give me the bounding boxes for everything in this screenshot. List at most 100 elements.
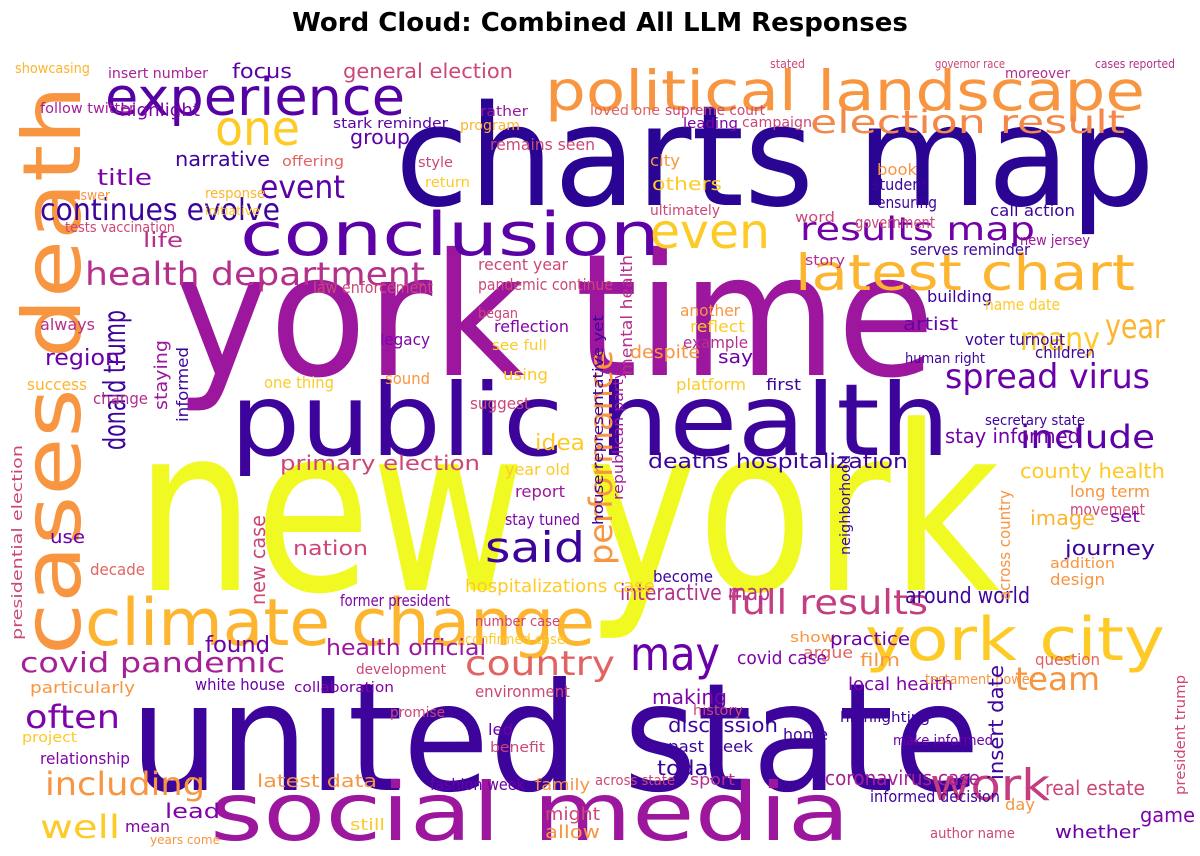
word: sound	[385, 369, 430, 388]
word: word	[795, 210, 835, 226]
word: well	[40, 808, 120, 846]
word: answer	[65, 188, 110, 204]
word: conclusion	[240, 200, 660, 270]
word: allow	[545, 822, 600, 843]
word: health department	[85, 255, 425, 293]
word: results map	[800, 210, 1035, 248]
word: idea	[535, 431, 585, 456]
word: general election	[343, 59, 513, 83]
word: return	[425, 175, 470, 191]
word: design	[1050, 570, 1105, 589]
word: city	[650, 151, 680, 170]
word: year	[1105, 307, 1165, 347]
word: image	[1030, 506, 1095, 530]
word: white house	[195, 675, 285, 694]
word: pandemic continue	[478, 275, 613, 294]
word: life	[143, 228, 183, 252]
word: across state	[595, 773, 675, 789]
word: stay tuned	[505, 510, 580, 529]
word: decade	[90, 560, 145, 579]
word: environment	[475, 682, 570, 701]
word: development	[356, 662, 446, 678]
word: highlight	[120, 100, 200, 121]
word: social media	[210, 766, 850, 856]
word: long term	[1070, 482, 1150, 501]
word: example	[683, 333, 748, 352]
word: collaboration	[294, 680, 394, 696]
word: using	[503, 365, 548, 384]
word: loved one	[590, 103, 660, 119]
word: covid pandemic	[20, 646, 285, 679]
word: despite	[630, 342, 700, 363]
word: benefit	[490, 740, 546, 756]
word: narrative	[175, 147, 270, 171]
word: law enforcement	[313, 278, 433, 297]
word: region	[45, 346, 120, 371]
word: health official	[326, 636, 486, 661]
word: relationship	[40, 749, 130, 768]
word: said	[485, 523, 585, 572]
word: group	[350, 125, 410, 149]
word: story	[805, 253, 845, 269]
word: political landscape	[545, 59, 1145, 123]
word: see full	[492, 338, 547, 354]
word: informed decision	[870, 787, 1000, 806]
word: hospitalizations case	[465, 576, 655, 597]
word: response	[205, 186, 265, 202]
word: building	[927, 287, 992, 306]
word: country	[465, 644, 615, 684]
word: set	[1110, 507, 1140, 526]
word: campaign	[742, 115, 812, 131]
word: call action	[990, 201, 1075, 220]
word: team	[1015, 660, 1100, 698]
word: follow twitter	[40, 101, 135, 117]
word: united state	[130, 652, 980, 826]
word: many	[1020, 320, 1100, 358]
word: across country	[995, 490, 1014, 600]
word: reflection	[494, 317, 569, 336]
word: legacy	[380, 330, 430, 349]
word: republican party	[611, 370, 627, 500]
word: stay informed	[945, 424, 1080, 448]
word: change	[93, 389, 148, 408]
word: mean	[125, 817, 170, 836]
word: highlighting	[840, 710, 930, 726]
word: presidential election	[10, 445, 26, 640]
word: climate change	[85, 586, 595, 661]
word: continues evolve	[40, 193, 280, 228]
word: full results	[728, 583, 928, 623]
word: initiative	[205, 204, 260, 218]
word: recent year	[478, 255, 568, 274]
word: always	[40, 315, 95, 334]
word: president trump	[1173, 675, 1189, 795]
word: ultimately	[650, 203, 720, 219]
word: may	[630, 627, 720, 681]
word: might	[545, 804, 600, 825]
word: history	[693, 703, 743, 719]
word: insert number	[108, 66, 208, 82]
word: book	[877, 160, 918, 179]
word: home	[783, 725, 828, 744]
word: secretary state	[985, 413, 1085, 429]
word: new case	[246, 515, 270, 605]
chart-title: Word Cloud: Combined All LLM Responses	[292, 8, 908, 38]
word: even	[650, 204, 770, 260]
word: offering	[282, 154, 344, 170]
word: practice	[830, 629, 910, 650]
word: supreme court	[665, 103, 765, 119]
word: fashion week	[430, 775, 526, 794]
word: local health	[848, 674, 953, 695]
word: use	[50, 527, 85, 548]
word: argue	[803, 643, 853, 662]
word: voter turnout	[965, 330, 1065, 349]
word: film	[860, 650, 900, 671]
word: showcasing	[15, 61, 90, 77]
word: nation	[293, 536, 368, 560]
word: event	[260, 168, 345, 206]
word: today	[657, 756, 722, 780]
word: insert date	[984, 665, 1008, 780]
word: make informed	[893, 733, 993, 749]
word: including	[45, 765, 205, 803]
word: rather	[480, 104, 528, 120]
word: house representative yet	[591, 314, 607, 525]
